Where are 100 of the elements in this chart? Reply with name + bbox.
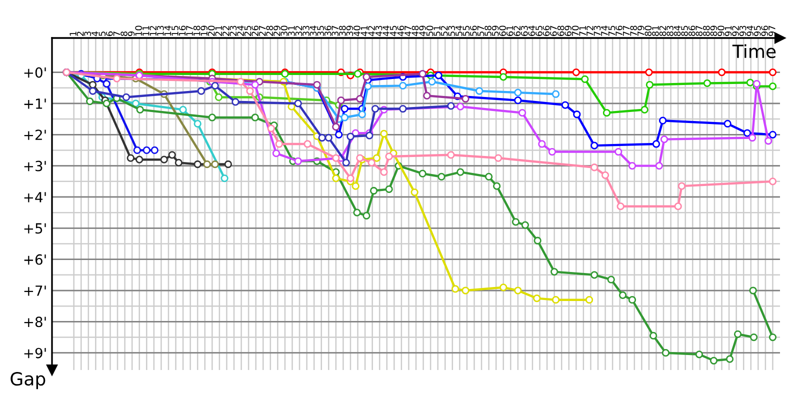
x-tick-label: 73 — [594, 26, 601, 36]
x-tick-label: 33 — [302, 26, 310, 36]
x-tick-label: 41 — [360, 26, 368, 36]
x-tick-label: 91 — [724, 26, 732, 36]
x-tick-label: 4 — [92, 31, 98, 36]
x-tick-label: 81 — [652, 26, 659, 36]
x-tick-label: 25 — [244, 26, 252, 36]
x-tick-label: 72 — [586, 26, 594, 36]
x-tick-label: 16 — [178, 26, 186, 36]
x-tick-label: 90 — [718, 26, 724, 36]
x-tick-label: 93 — [739, 26, 746, 36]
x-tick-label: 94 — [746, 26, 754, 36]
y-axis-title: Gap — [10, 372, 46, 390]
x-tick-label: 87 — [696, 26, 703, 36]
y-tick-label: +6' — [24, 254, 46, 265]
x-tick-label: 39 — [346, 26, 354, 36]
x-tick-label: 88 — [702, 26, 710, 36]
x-tick-label: 56 — [470, 26, 477, 36]
x-tick-label: 43 — [375, 26, 382, 36]
x-tick-label: 84 — [674, 26, 681, 36]
x-tick-label: 17 — [186, 26, 193, 36]
x-tick-label: 96 — [761, 26, 768, 36]
x-tick-label: 21 — [215, 26, 222, 36]
x-tick-label: 79 — [637, 26, 644, 36]
x-tick-label: 89 — [710, 26, 718, 36]
x-tick-label: 26 — [252, 26, 258, 36]
y-tick-label: +8' — [24, 316, 46, 328]
x-tick-label: 78 — [630, 26, 638, 36]
x-tick-label: 6 — [106, 31, 113, 36]
x-tick-label: 32 — [295, 26, 302, 36]
x-tick-label: 55 — [462, 26, 470, 36]
x-tick-label: 77 — [623, 26, 630, 36]
x-tick-label: 20 — [208, 26, 215, 36]
x-tick-label: 95 — [754, 26, 761, 36]
y-tick-label: +2' — [24, 130, 46, 140]
x-tick-label: 82 — [659, 26, 666, 36]
x-tick-label: 66 — [542, 26, 550, 36]
x-tick-label: 65 — [536, 26, 542, 36]
x-tick-label: 69 — [564, 26, 572, 36]
x-tick-label: 10 — [135, 26, 142, 36]
y-tick-label: +5' — [24, 223, 46, 234]
x-tick-label: 27 — [258, 26, 266, 36]
y-tick-label: +7' — [24, 286, 46, 296]
x-tick-label: 35 — [317, 26, 324, 36]
x-tick-label: 38 — [338, 26, 346, 36]
x-tick-label: 92 — [732, 26, 739, 36]
x-tick-label: 57 — [477, 26, 484, 36]
y-tick-label: +9' — [24, 348, 46, 358]
x-tick-label: 49 — [419, 26, 426, 36]
x-tick-label: 61 — [506, 26, 514, 36]
x-tick-label: 59 — [492, 26, 499, 36]
x-tick-label: 5 — [98, 32, 106, 36]
x-tick-label: 58 — [484, 26, 492, 36]
x-tick-label: 2 — [76, 32, 84, 36]
x-tick-label: 8 — [120, 31, 128, 36]
x-tick-label: 47 — [404, 26, 412, 36]
x-tick-label: 36 — [324, 26, 332, 36]
x-tick-label: 70 — [572, 26, 579, 36]
y-tick-label: +3' — [24, 160, 46, 172]
x-tick-label: 23 — [230, 26, 237, 36]
x-tick-label: 29 — [273, 26, 280, 36]
x-tick-label: 13 — [156, 26, 164, 36]
x-tick-label: 15 — [172, 26, 178, 36]
x-tick-label: 31 — [288, 26, 295, 36]
y-tick-label: +1' — [24, 98, 46, 109]
x-tick-label: 67 — [550, 26, 557, 36]
x-tick-label: 64 — [528, 26, 536, 36]
x-tick-label: 51 — [434, 26, 440, 36]
x-tick-label: 1 — [70, 32, 76, 36]
x-tick-label: 74 — [601, 26, 608, 36]
x-tick-label: 30 — [280, 26, 288, 36]
x-tick-label: 76 — [616, 26, 622, 36]
x-tick-label: 44 — [382, 26, 390, 36]
x-tick-label: 14 — [164, 26, 171, 36]
x-tick-label: 75 — [608, 26, 616, 36]
x-tick-label: 12 — [150, 26, 156, 36]
x-tick-label: 85 — [681, 26, 688, 36]
x-tick-label: 80 — [644, 26, 652, 36]
x-tick-label: 7 — [113, 32, 120, 36]
x-tick-label: 34 — [310, 26, 317, 36]
x-tick-label: 48 — [412, 26, 419, 36]
y-tick-label: +4' — [24, 192, 46, 202]
x-tick-label: 71 — [579, 26, 586, 36]
x-axis-title: Time — [732, 44, 776, 58]
x-tick-label: 62 — [514, 26, 521, 36]
x-tick-label: 63 — [520, 26, 528, 36]
x-tick-label: 46 — [397, 26, 404, 36]
x-tick-label: 50 — [426, 26, 434, 36]
x-tick-label: 52 — [440, 26, 448, 36]
x-tick-label: 40 — [354, 26, 360, 36]
x-tick-label: 18 — [193, 26, 200, 36]
x-tick-label: 22 — [222, 26, 230, 36]
x-tick-label: 37 — [332, 26, 339, 36]
x-tick-label: 54 — [456, 26, 462, 36]
x-tick-label: 24 — [237, 26, 244, 36]
x-tick-label: 68 — [557, 26, 564, 36]
x-tick-label: 86 — [688, 26, 696, 36]
x-tick-label: 83 — [666, 26, 674, 36]
y-tick-label: +0' — [24, 67, 46, 78]
x-tick-label: 3 — [84, 32, 92, 36]
